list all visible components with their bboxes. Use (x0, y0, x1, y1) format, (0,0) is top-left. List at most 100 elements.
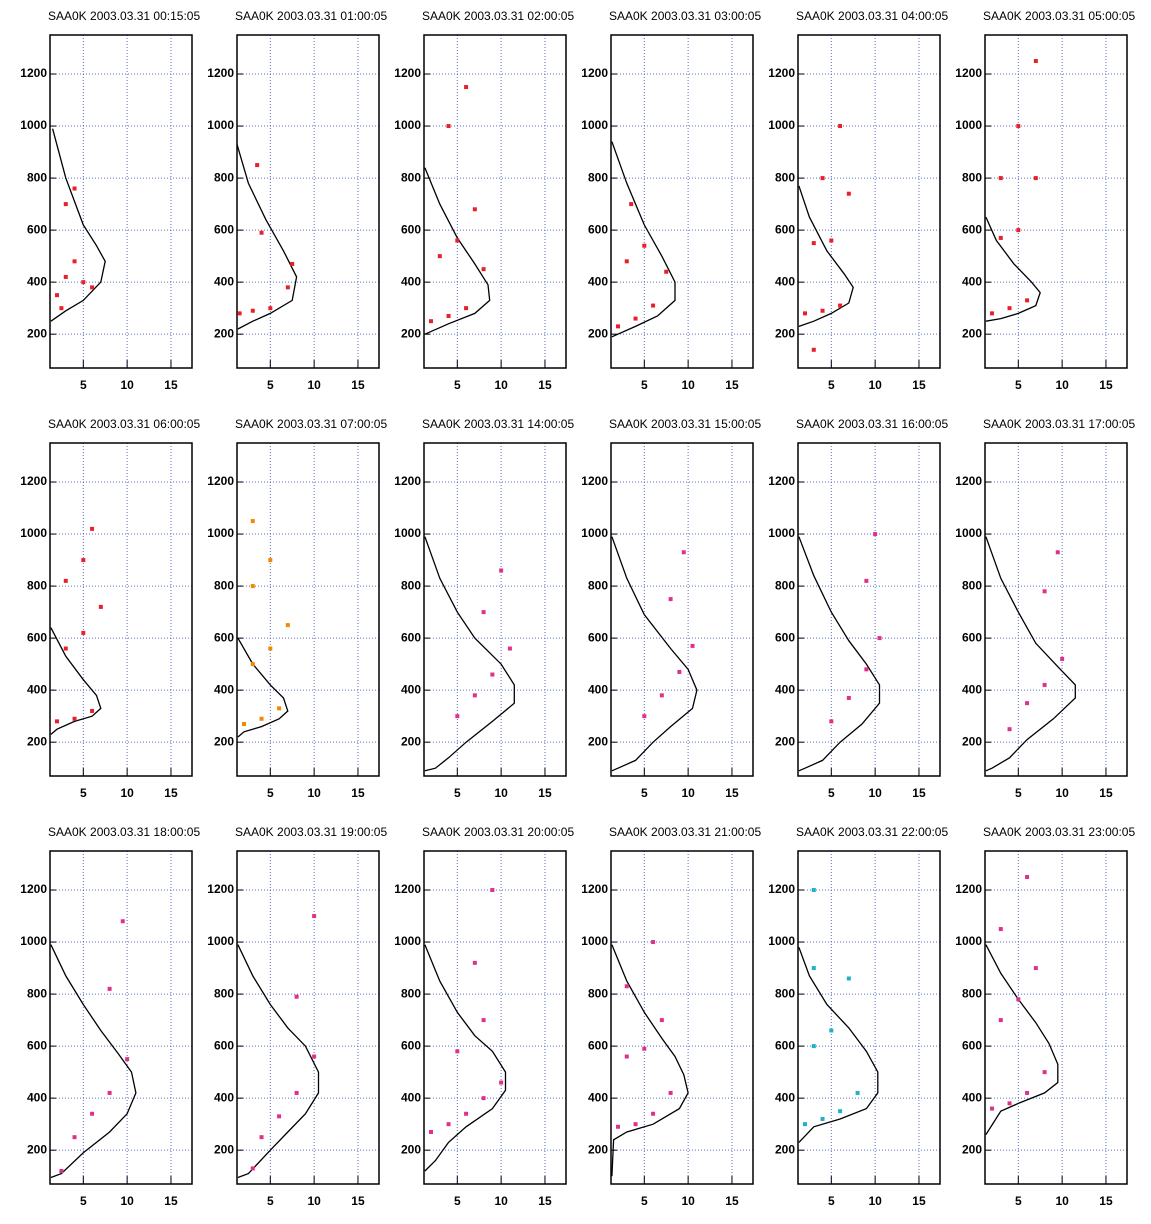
y-tick-label: 600 (962, 1038, 982, 1052)
x-tick-label: 5 (267, 1194, 274, 1208)
echo-point (690, 643, 695, 648)
echo-point (846, 976, 851, 981)
echo-point (455, 714, 460, 719)
x-tick-label: 10 (120, 786, 134, 800)
y-tick-label: 1000 (20, 934, 47, 948)
echo-point (624, 1054, 629, 1059)
x-tick-label: 10 (681, 786, 695, 800)
echo-point (820, 176, 825, 181)
echo-point (481, 267, 486, 272)
echo-point (811, 966, 816, 971)
echo-point (846, 191, 851, 196)
x-tick-label: 15 (725, 1194, 739, 1208)
echo-point (846, 695, 851, 700)
x-tick-label: 10 (494, 1194, 508, 1208)
profile-curve (237, 637, 289, 738)
y-tick-label: 200 (962, 734, 982, 748)
echo-point (803, 1122, 808, 1127)
y-tick-label: 800 (27, 986, 47, 1000)
echo-point (624, 984, 629, 989)
y-tick-label: 200 (401, 734, 421, 748)
echo-point (72, 716, 77, 721)
y-tick-label: 200 (27, 326, 47, 340)
echo-point (63, 578, 68, 583)
echo-point (429, 1129, 434, 1134)
profile-curve (985, 944, 1059, 1135)
y-tick-label: 600 (775, 630, 795, 644)
panel-title: SAA0K 2003.03.31 19:00:05 (235, 825, 387, 839)
echo-point (1033, 59, 1038, 64)
y-tick-label: 1200 (207, 66, 234, 80)
y-tick-label: 1000 (394, 934, 421, 948)
panel-title: SAA0K 2003.03.31 01:00:05 (235, 9, 387, 23)
y-tick-label: 800 (214, 986, 234, 1000)
plot-frame (423, 34, 567, 369)
y-tick-label: 400 (775, 1090, 795, 1104)
plot-frame (610, 442, 754, 777)
x-tick-label: 10 (494, 786, 508, 800)
echo-point (481, 1096, 486, 1101)
echo-point (259, 716, 264, 721)
echo-point (668, 1090, 673, 1095)
y-tick-label: 800 (27, 578, 47, 592)
y-tick-label: 400 (401, 274, 421, 288)
echo-point (81, 558, 86, 563)
echo-point (864, 667, 869, 672)
echo-point (829, 1028, 834, 1033)
echo-point (998, 176, 1003, 181)
y-tick-label: 1200 (768, 882, 795, 896)
panel-title: SAA0K 2003.03.31 05:00:05 (983, 9, 1135, 23)
x-tick-label: 5 (80, 786, 87, 800)
x-tick-label: 15 (912, 1194, 926, 1208)
panel-title: SAA0K 2003.03.31 21:00:05 (609, 825, 761, 839)
echo-point (446, 124, 451, 129)
echo-point (616, 324, 621, 329)
plot-frame (236, 442, 380, 777)
x-tick-label: 5 (641, 786, 648, 800)
y-tick-label: 400 (401, 682, 421, 696)
echo-point (81, 280, 86, 285)
x-tick-label: 5 (1015, 1194, 1022, 1208)
x-tick-label: 5 (454, 786, 461, 800)
echo-point (1025, 701, 1030, 706)
y-tick-label: 1200 (394, 882, 421, 896)
plot-frame (984, 850, 1128, 1185)
y-tick-label: 400 (27, 682, 47, 696)
y-tick-label: 200 (214, 1142, 234, 1156)
y-tick-label: 600 (214, 630, 234, 644)
panel-title: SAA0K 2003.03.31 02:00:05 (422, 9, 574, 23)
profile-curve (424, 944, 507, 1172)
x-tick-label: 15 (1099, 378, 1113, 392)
y-tick-label: 1200 (768, 66, 795, 80)
x-tick-label: 5 (828, 1194, 835, 1208)
echo-point (268, 306, 273, 311)
echo-point (277, 706, 282, 711)
echo-point (259, 1135, 264, 1140)
y-tick-label: 1000 (394, 526, 421, 540)
x-tick-label: 5 (641, 378, 648, 392)
y-tick-label: 200 (214, 326, 234, 340)
y-tick-label: 1000 (207, 934, 234, 948)
y-tick-label: 600 (214, 222, 234, 236)
panel-title: SAA0K 2003.03.31 07:00:05 (235, 417, 387, 431)
echo-point (277, 1114, 282, 1119)
echo-point (259, 230, 264, 235)
x-tick-label: 15 (538, 378, 552, 392)
panel-title: SAA0K 2003.03.31 00:15:05 (48, 9, 200, 23)
echo-point (481, 610, 486, 615)
y-tick-label: 400 (588, 1090, 608, 1104)
y-tick-label: 400 (588, 274, 608, 288)
y-tick-label: 800 (214, 170, 234, 184)
echo-point (838, 124, 843, 129)
y-tick-label: 200 (214, 734, 234, 748)
x-tick-label: 10 (1055, 378, 1069, 392)
plot-frame (797, 850, 941, 1185)
x-tick-label: 10 (120, 378, 134, 392)
y-tick-label: 200 (775, 326, 795, 340)
profile-curve (798, 536, 881, 772)
echo-point (72, 186, 77, 191)
echo-point (1016, 124, 1021, 129)
plot-frame (49, 850, 193, 1185)
echo-point (294, 1090, 299, 1095)
